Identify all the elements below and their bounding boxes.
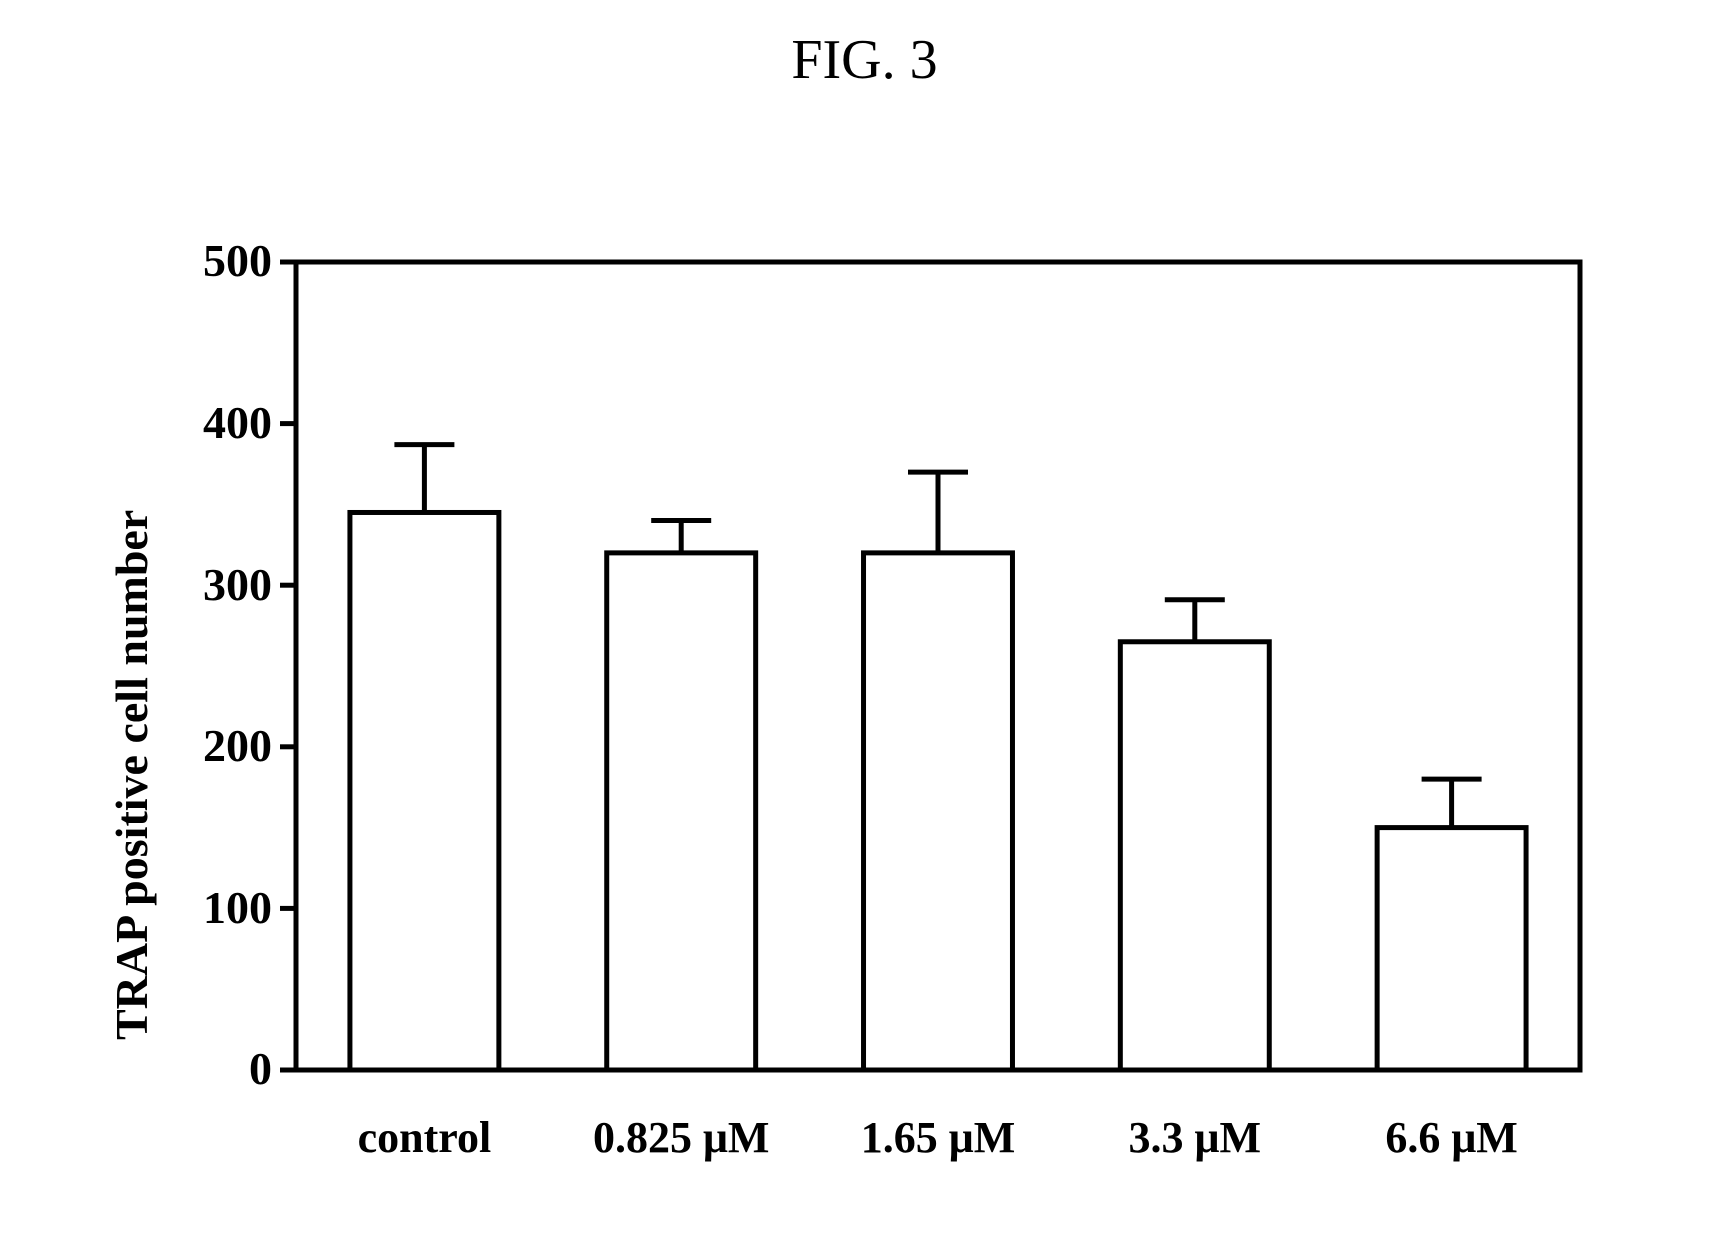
bar-chart <box>0 0 1729 1248</box>
